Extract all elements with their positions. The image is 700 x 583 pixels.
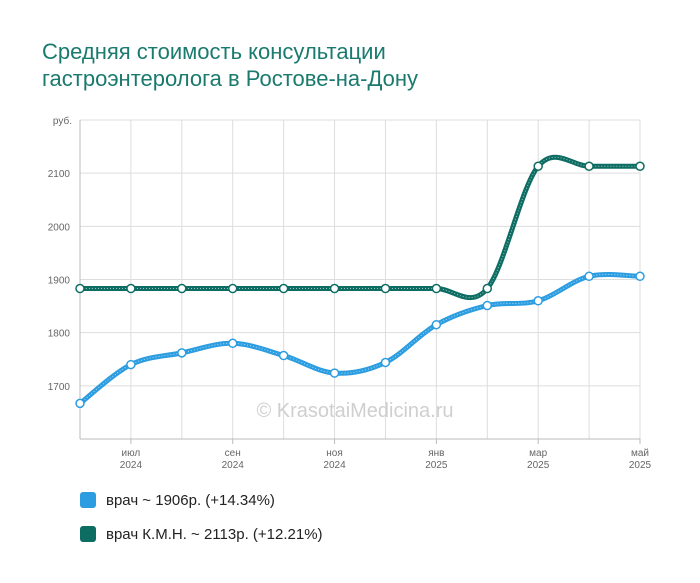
data-point-vrach-kmn [635,161,645,172]
data-point-vrach [126,359,136,370]
series-line-texture [79,274,641,404]
data-point-vrach [482,300,493,311]
x-tick-label-year: 2025 [527,460,550,471]
data-point-vrach [380,357,391,368]
data-point-vrach [329,368,340,378]
x-tick-label-month: янв [428,448,444,459]
legend-label-vrach: врач ~ 1906р. (+14.34%) [106,491,275,509]
data-point-vrach [177,348,187,358]
x-tick-label-year: 2024 [222,460,245,471]
x-tick-label-month: сен [225,448,241,459]
data-point-vrach-kmn [584,161,594,172]
data-point-vrach [75,398,85,409]
x-tick-label-month: июл [122,448,141,459]
data-point-vrach-kmn [533,161,543,172]
x-tick-label-year: 2024 [120,460,143,471]
chart-title: Средняя стоимость консультации гастроэнт… [42,38,642,92]
series-line-texture [79,156,640,299]
chart-title-line-1: Средняя стоимость консультации [42,39,386,64]
data-point-vrach-kmn [482,283,493,294]
x-tick-label-month: мар [529,448,547,459]
y-axis-unit-label: руб. [53,115,72,127]
data-point-vrach [635,271,645,282]
data-point-vrach [278,350,289,361]
y-tick-label: 1900 [48,276,71,287]
series-line-vrach [77,272,643,406]
data-point-vrach-kmn [278,283,289,294]
watermark: © KrasotaiMedicina.ru [256,400,453,422]
x-tick-label-year: 2025 [425,460,448,471]
y-tick-label: 1800 [48,329,71,340]
data-point-vrach-kmn [75,283,85,294]
x-tick-label-month: ноя [326,448,343,459]
data-point-vrach [227,338,238,349]
data-point-vrach-kmn [126,283,136,294]
data-point-vrach-kmn [177,283,187,294]
x-tick-label-year: 2025 [629,460,652,471]
data-point-vrach-kmn [329,283,340,294]
legend-item-vrach[interactable]: врач ~ 1906р. (+14.34%) [80,488,640,512]
legend-item-vrach-kmn[interactable]: врач К.М.Н. ~ 2113р. (+12.21%) [80,522,640,546]
x-tick-label-month: май [631,448,649,459]
series-line-vrach-kmn [77,154,643,301]
y-tick-label: 2100 [48,169,71,180]
data-point-vrach [533,296,543,306]
data-point-vrach-kmn [227,283,238,294]
legend-swatch-vrach [80,492,96,508]
legend-swatch-vrach-kmn [80,526,96,542]
y-tick-label: 1700 [48,382,71,393]
data-point-vrach-kmn [431,283,442,294]
legend-label-vrach-kmn: врач К.М.Н. ~ 2113р. (+12.21%) [106,525,323,543]
x-tick-label-year: 2024 [323,460,346,471]
chart-title-line-2: гастроэнтеролога в Ростове-на-Дону [42,66,419,91]
data-point-vrach-kmn [380,283,391,294]
data-point-vrach [431,319,442,330]
y-tick-label: 2000 [48,222,71,233]
data-point-vrach [584,271,594,282]
